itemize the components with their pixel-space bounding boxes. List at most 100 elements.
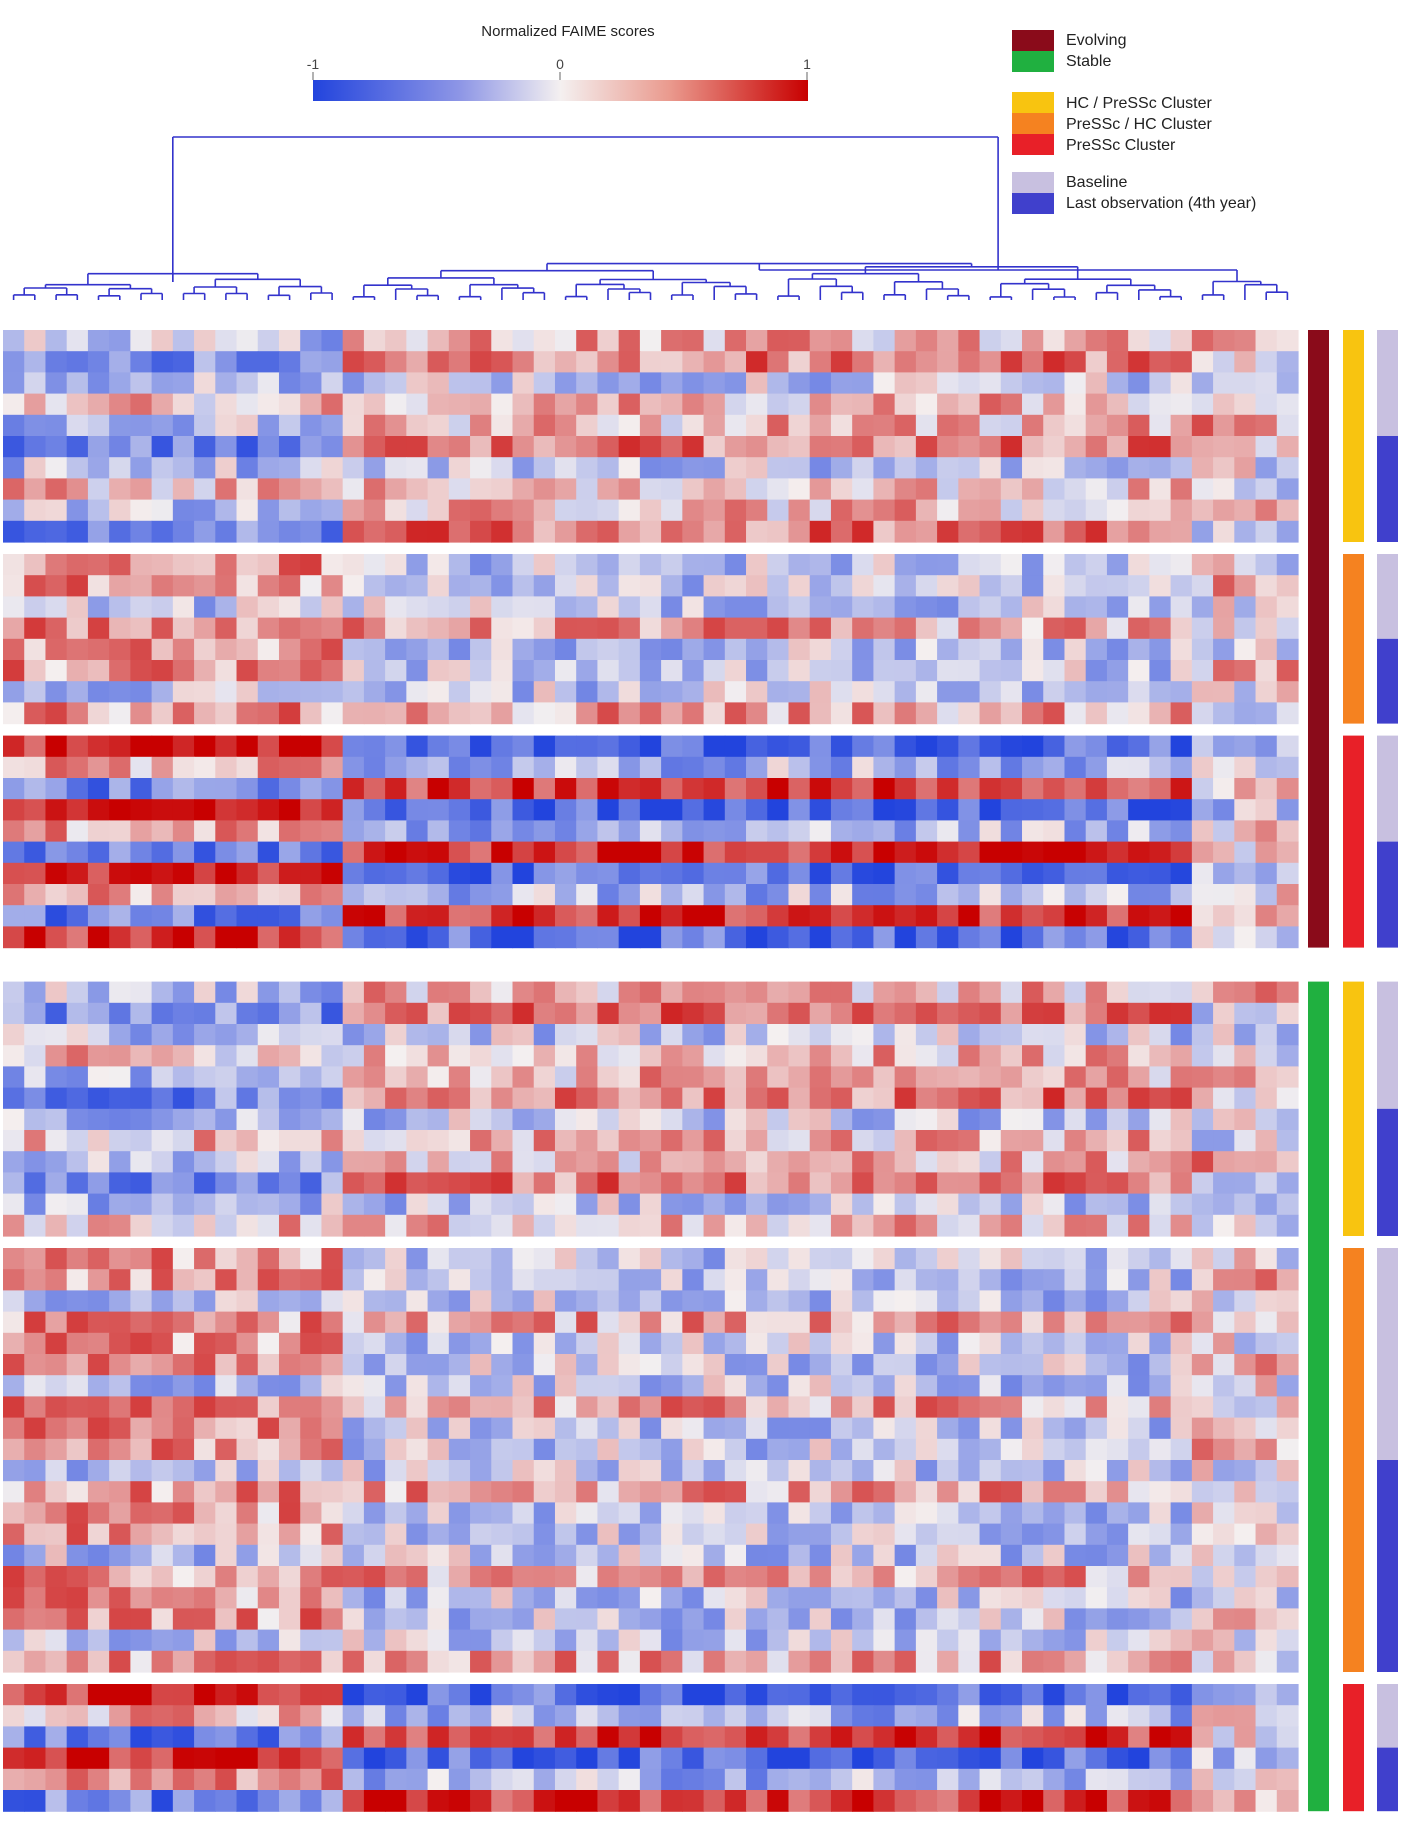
- heatmap-cell: [215, 1332, 238, 1355]
- heatmap-cell: [937, 1629, 959, 1652]
- heatmap-cell: [618, 1523, 641, 1546]
- heatmap-cell: [639, 1587, 662, 1609]
- heatmap-cell: [533, 660, 556, 682]
- heatmap-cell: [873, 1438, 896, 1461]
- heatmap-cell: [109, 1002, 131, 1025]
- heatmap-cell: [1255, 1747, 1278, 1770]
- heatmap-cell: [1276, 638, 1299, 661]
- heatmap-cell: [87, 799, 110, 821]
- heatmap-cell: [448, 1629, 471, 1652]
- heatmap-cell: [512, 905, 535, 927]
- heatmap-cell: [1213, 436, 1235, 458]
- heatmap-cell: [1128, 1269, 1150, 1291]
- heatmap-cell: [385, 330, 407, 352]
- heatmap-cell: [321, 1269, 344, 1291]
- heatmap-cell: [1043, 414, 1066, 437]
- heatmap-cell: [470, 1726, 492, 1749]
- heatmap-cell: [470, 1311, 492, 1334]
- heatmap-cell: [1000, 1172, 1023, 1195]
- heatmap-cell: [1000, 1790, 1023, 1812]
- heatmap-cell: [979, 1460, 1002, 1482]
- heatmap-cell: [682, 1747, 705, 1770]
- heatmap-cell: [724, 330, 747, 352]
- heatmap-cell: [979, 1438, 1002, 1461]
- heatmap-cell: [470, 820, 492, 843]
- heatmap-cell: [1191, 756, 1214, 779]
- heatmap-cell: [576, 554, 599, 576]
- heatmap-cell: [533, 393, 556, 416]
- heatmap-cell: [257, 735, 280, 758]
- heatmap-cell: [470, 499, 492, 522]
- heatmap-cell: [66, 735, 89, 758]
- heatmap-cell: [1255, 1438, 1278, 1461]
- heatmap-cell: [130, 1354, 153, 1376]
- heatmap-cell: [1022, 372, 1044, 395]
- heatmap-cell: [937, 1354, 959, 1376]
- heatmap-cell: [321, 330, 344, 352]
- heatmap-cell: [109, 1587, 131, 1609]
- heatmap-cell: [1276, 351, 1299, 373]
- heatmap-cell: [788, 414, 811, 437]
- heatmap-cell: [3, 1544, 25, 1567]
- heatmap-cell: [172, 1790, 195, 1812]
- heatmap-cell: [1149, 702, 1172, 725]
- heatmap-cell: [958, 554, 981, 576]
- heatmap-cell: [151, 1269, 174, 1291]
- heatmap-cell: [342, 1502, 365, 1525]
- heatmap-cell: [576, 1248, 599, 1270]
- heatmap-cell: [618, 1172, 641, 1195]
- heatmap-cell: [1170, 1045, 1193, 1067]
- heatmap-cell: [24, 1629, 47, 1652]
- heatmap-cell: [703, 1354, 726, 1376]
- heatmap-cell: [1085, 1629, 1108, 1652]
- heatmap-cell: [724, 351, 747, 373]
- heatmap-cell: [1022, 1566, 1044, 1588]
- heatmap-cell: [470, 1629, 492, 1652]
- heatmap-cell: [363, 884, 386, 906]
- heatmap-cell: [109, 1566, 131, 1588]
- heatmap-cell: [597, 1460, 620, 1482]
- heatmap-cell: [873, 1354, 896, 1376]
- heatmap-cell: [427, 1375, 450, 1397]
- heatmap-cell: [172, 1747, 195, 1770]
- heatmap-cell: [1064, 702, 1087, 725]
- heatmap-cell: [533, 330, 556, 352]
- heatmap-cell: [937, 1172, 959, 1195]
- heatmap-cell: [406, 436, 429, 458]
- heatmap-cell: [1128, 1629, 1150, 1652]
- heatmap-cell: [109, 1269, 131, 1291]
- heatmap-cell: [533, 1790, 556, 1812]
- heatmap-cell: [852, 884, 875, 906]
- heatmap-cell: [1022, 1768, 1044, 1791]
- heatmap-cell: [788, 393, 811, 416]
- heatmap-cell: [1022, 1587, 1044, 1609]
- heatmap-cell: [873, 884, 896, 906]
- heatmap-cell: [788, 1151, 811, 1173]
- heatmap-cell: [257, 520, 280, 543]
- heatmap-cell: [724, 681, 747, 703]
- heatmap-cell: [363, 1650, 386, 1673]
- heatmap-cell: [406, 1608, 429, 1631]
- heatmap-cell: [1000, 1193, 1023, 1216]
- heatmap-cell: [215, 681, 238, 703]
- heatmap-cell: [151, 841, 174, 864]
- heatmap-cell: [470, 478, 492, 501]
- heatmap-cell: [1234, 1248, 1257, 1270]
- heatmap-cell: [1170, 1726, 1193, 1749]
- heatmap-cell: [597, 1747, 620, 1770]
- heatmap-cell: [618, 1544, 641, 1567]
- heatmap-cell: [194, 1481, 216, 1503]
- heatmap-cell: [788, 457, 811, 479]
- heatmap-cell: [661, 596, 683, 619]
- heatmap-cell: [66, 1438, 89, 1461]
- heatmap-cell: [1085, 1108, 1108, 1131]
- heatmap-cell: [1128, 457, 1150, 479]
- heatmap-cell: [427, 1087, 450, 1110]
- heatmap-cell: [172, 1311, 195, 1334]
- heatmap-cell: [363, 1684, 386, 1706]
- heatmap-cell: [852, 1544, 875, 1567]
- heatmap-cell: [1149, 1396, 1172, 1419]
- heatmap-cell: [385, 1460, 407, 1482]
- heatmap-cell: [639, 330, 662, 352]
- heatmap-cell: [406, 1066, 429, 1089]
